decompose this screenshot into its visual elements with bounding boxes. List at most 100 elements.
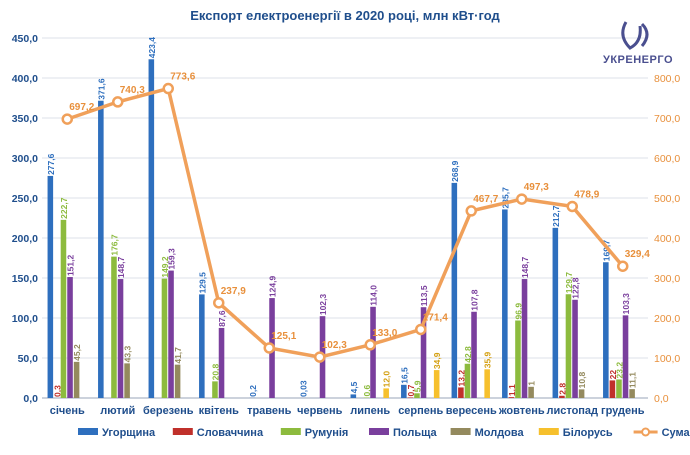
bar: [67, 277, 73, 398]
line-data-label: 125,1: [271, 331, 296, 342]
y2-tick-label: 600,0: [654, 153, 680, 165]
bar-data-label: 222,7: [59, 197, 69, 219]
y2-tick-label: 300,0: [654, 273, 680, 285]
bar-data-label: 0,03: [298, 380, 308, 397]
y2-tick-label: 0,0: [654, 393, 669, 405]
line-data-label: 773,6: [170, 72, 195, 83]
legend-swatch: [281, 428, 301, 435]
bar: [579, 389, 585, 398]
logo-mark-icon: [588, 16, 688, 56]
x-tick-label: лютий: [100, 405, 135, 417]
x-tick-label: жовтень: [498, 405, 545, 417]
bar-data-label: 102,3: [318, 294, 328, 316]
legend-label: Молдова: [475, 427, 525, 439]
y-tick-label: 250,0: [12, 193, 38, 205]
bar: [553, 228, 559, 398]
y-tick-label: 200,0: [12, 233, 38, 245]
line-point: [416, 325, 425, 334]
y2-tick-label: 500,0: [654, 193, 680, 205]
line-data-label: 478,9: [574, 189, 599, 200]
y-tick-label: 300,0: [12, 153, 38, 165]
bar-data-label: 148,7: [116, 256, 126, 278]
bar: [414, 393, 420, 398]
bar-data-label: 151,2: [66, 254, 76, 276]
y2-tick-label: 400,0: [654, 233, 680, 245]
x-tick-label: листопад: [546, 405, 598, 417]
bar-data-label: 4,5: [349, 381, 359, 393]
bar-data-label: 34,9: [432, 352, 442, 369]
bar-data-label: 45,2: [72, 344, 82, 361]
bar: [124, 363, 130, 398]
x-tick-label: липень: [350, 405, 390, 417]
bar: [162, 279, 168, 398]
x-tick-label: вересень: [446, 405, 497, 417]
x-tick-label: квітень: [199, 405, 239, 417]
bar: [168, 271, 174, 398]
bar-data-label: 148,7: [520, 256, 530, 278]
line-point: [467, 206, 476, 215]
bar-data-label: 423,4: [147, 37, 157, 59]
bar: [559, 396, 565, 398]
legend-swatch: [369, 428, 389, 435]
brand-logo: УКРЕНЕРГО: [588, 16, 688, 76]
bar-data-label: 11,1: [628, 372, 638, 388]
bar: [458, 387, 464, 398]
line-data-label: 467,7: [473, 194, 498, 205]
bar-data-label: 371,6: [96, 78, 106, 100]
bar: [351, 394, 357, 398]
y2-tick-label: 700,0: [654, 113, 680, 125]
bar: [452, 183, 458, 398]
bar: [383, 388, 389, 398]
bar: [98, 101, 104, 398]
bar: [610, 380, 616, 398]
line-point: [164, 84, 173, 93]
bar-data-label: 212,7: [551, 205, 561, 227]
bar: [370, 307, 376, 398]
bar: [471, 312, 477, 398]
y2-tick-label: 200,0: [654, 313, 680, 325]
legend-swatch: [539, 428, 559, 435]
legend-label: Угорщина: [102, 427, 156, 439]
line-data-label: 171,4: [423, 312, 448, 323]
line-data-label: 697,2: [69, 102, 94, 113]
line-data-label: 329,4: [625, 249, 650, 260]
y-tick-label: 0,0: [23, 393, 38, 405]
bar-data-label: 277,6: [46, 153, 56, 175]
legend-swatch: [451, 428, 471, 435]
bar-data-label: 16,5: [399, 367, 409, 384]
legend-label: Білорусь: [563, 427, 613, 439]
bar-data-label: 43,3: [123, 346, 133, 363]
legend-swatch: [78, 428, 98, 435]
bar-data-label: 114,0: [369, 285, 379, 306]
bar: [434, 370, 440, 398]
bar-data-label: 35,9: [483, 351, 493, 368]
line-data-label: 133,0: [372, 328, 397, 339]
bar: [219, 328, 225, 398]
bar: [522, 279, 528, 398]
bar: [212, 381, 218, 398]
bar: [175, 365, 181, 398]
line-point: [63, 115, 72, 124]
y-tick-label: 100,0: [12, 313, 38, 325]
legend-label: Польща: [393, 427, 438, 439]
bar-data-label: 113,5: [419, 285, 429, 306]
x-tick-label: грудень: [601, 405, 645, 417]
bar: [61, 220, 67, 398]
bar-data-label: 12,0: [382, 371, 392, 388]
bar: [515, 320, 521, 398]
bar: [528, 387, 534, 398]
bar: [149, 59, 155, 398]
line-point: [265, 343, 274, 352]
line-data-label: 237,9: [221, 286, 246, 297]
y-tick-label: 50,0: [18, 353, 39, 365]
legend-label: Сумарно: [662, 427, 690, 439]
bar-data-label: 0,2: [248, 385, 258, 397]
x-tick-label: червень: [297, 405, 343, 417]
bar: [199, 294, 205, 398]
bar-data-label: 107,8: [470, 289, 480, 311]
bar: [465, 364, 471, 398]
bar-data-label: 41,7: [173, 347, 183, 364]
x-tick-label: січень: [50, 405, 85, 417]
